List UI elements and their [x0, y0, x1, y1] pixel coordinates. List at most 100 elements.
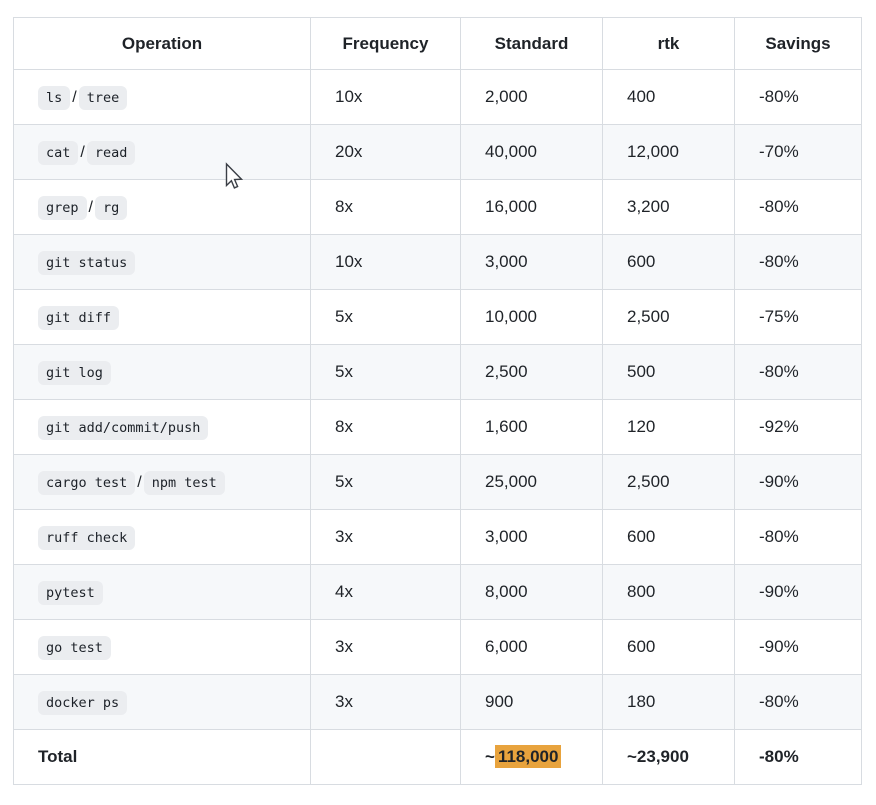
- standard-cell: 40,000: [460, 124, 603, 180]
- operation-cell: cat / read: [13, 124, 311, 180]
- frequency-cell: 8x: [310, 179, 461, 235]
- header-savings: Savings: [734, 17, 862, 70]
- code-chip: git log: [38, 361, 111, 385]
- standard-cell: 25,000: [460, 454, 603, 510]
- frequency-cell: 5x: [310, 454, 461, 510]
- standard-cell: 16,000: [460, 179, 603, 235]
- table-row: docker ps 3x 900 180 -80%: [13, 674, 862, 730]
- standard-cell: 3,000: [460, 509, 603, 565]
- header-rtk: rtk: [602, 17, 735, 70]
- header-standard: Standard: [460, 17, 603, 70]
- operation-cell: cargo test / npm test: [13, 454, 311, 510]
- savings-cell: -80%: [734, 674, 862, 730]
- standard-cell: 900: [460, 674, 603, 730]
- savings-cell: -90%: [734, 564, 862, 620]
- rtk-cell: 500: [602, 344, 735, 400]
- standard-cell: 1,600: [460, 399, 603, 455]
- code-chip: git add/commit/push: [38, 416, 209, 440]
- frequency-cell: 3x: [310, 674, 461, 730]
- code-chip: go test: [38, 636, 111, 660]
- rtk-cell: 600: [602, 509, 735, 565]
- total-rtk-cell: ~23,900: [602, 729, 735, 785]
- table-row: ruff check 3x 3,000 600 -80%: [13, 509, 862, 565]
- frequency-cell: 3x: [310, 509, 461, 565]
- table-header: Operation Frequency Standard rtk Savings: [13, 17, 862, 70]
- chip-separator: /: [72, 89, 77, 106]
- operation-cell: grep / rg: [13, 179, 311, 235]
- savings-cell: -80%: [734, 344, 862, 400]
- total-standard-cell: ~118,000: [460, 729, 603, 785]
- code-chip: git status: [38, 251, 136, 275]
- total-row: Total ~118,000 ~23,900 -80%: [13, 729, 862, 785]
- highlighted-total-standard: 118,000: [494, 745, 562, 768]
- code-chip: rg: [94, 196, 128, 220]
- savings-cell: -80%: [734, 234, 862, 290]
- savings-cell: -90%: [734, 454, 862, 510]
- code-chip: grep: [38, 196, 87, 220]
- savings-cell: -80%: [734, 69, 862, 125]
- code-chip: cargo test: [38, 471, 136, 495]
- total-label: Total: [13, 729, 311, 785]
- operation-cell: go test: [13, 619, 311, 675]
- total-frequency-cell: [310, 729, 461, 785]
- frequency-cell: 4x: [310, 564, 461, 620]
- standard-cell: 8,000: [460, 564, 603, 620]
- table-row: git status 10x 3,000 600 -80%: [13, 234, 862, 290]
- chip-separator: /: [80, 144, 85, 161]
- savings-cell: -90%: [734, 619, 862, 675]
- code-chip: npm test: [143, 471, 225, 495]
- rtk-cell: 180: [602, 674, 735, 730]
- table-row: grep / rg 8x 16,000 3,200 -80%: [13, 179, 862, 235]
- operation-cell: git status: [13, 234, 311, 290]
- header-operation: Operation: [13, 17, 311, 70]
- table-body: ls / tree 10x 2,000 400 -80% cat / read 20x 40,…: [13, 69, 862, 730]
- rtk-cell: 3,200: [602, 179, 735, 235]
- frequency-cell: 20x: [310, 124, 461, 180]
- rtk-cell: 2,500: [602, 454, 735, 510]
- chip-separator: /: [88, 199, 93, 216]
- frequency-cell: 5x: [310, 289, 461, 345]
- table-row: pytest 4x 8,000 800 -90%: [13, 564, 862, 620]
- standard-cell: 3,000: [460, 234, 603, 290]
- standard-cell: 10,000: [460, 289, 603, 345]
- code-chip: docker ps: [38, 691, 128, 715]
- header-frequency: Frequency: [310, 17, 461, 70]
- table-row: cat / read 20x 40,000 12,000 -70%: [13, 124, 862, 180]
- table-row: git log 5x 2,500 500 -80%: [13, 344, 862, 400]
- savings-cell: -80%: [734, 179, 862, 235]
- savings-cell: -70%: [734, 124, 862, 180]
- savings-cell: -92%: [734, 399, 862, 455]
- standard-cell: 2,500: [460, 344, 603, 400]
- rtk-cell: 600: [602, 234, 735, 290]
- operation-cell: pytest: [13, 564, 311, 620]
- code-chip: git diff: [38, 306, 120, 330]
- table-row: git add/commit/push 8x 1,600 120 -92%: [13, 399, 862, 455]
- code-chip: pytest: [38, 581, 103, 605]
- header-row: Operation Frequency Standard rtk Savings: [13, 17, 862, 70]
- rtk-cell: 120: [602, 399, 735, 455]
- savings-cell: -75%: [734, 289, 862, 345]
- table-row: ls / tree 10x 2,000 400 -80%: [13, 69, 862, 125]
- frequency-cell: 10x: [310, 234, 461, 290]
- operation-cell: git add/commit/push: [13, 399, 311, 455]
- token-comparison-table: Operation Frequency Standard rtk Savings…: [13, 17, 862, 785]
- operation-cell: ls / tree: [13, 69, 311, 125]
- code-chip: ruff check: [38, 526, 136, 550]
- table-row: cargo test / npm test 5x 25,000 2,500 -90%: [13, 454, 862, 510]
- code-chip: ls: [38, 86, 71, 110]
- rtk-cell: 2,500: [602, 289, 735, 345]
- code-chip: cat: [38, 141, 79, 165]
- frequency-cell: 8x: [310, 399, 461, 455]
- standard-cell: 2,000: [460, 69, 603, 125]
- table-row: git diff 5x 10,000 2,500 -75%: [13, 289, 862, 345]
- frequency-cell: 5x: [310, 344, 461, 400]
- total-savings-cell: -80%: [734, 729, 862, 785]
- code-chip: read: [86, 141, 136, 165]
- operation-cell: git diff: [13, 289, 311, 345]
- operation-cell: git log: [13, 344, 311, 400]
- rtk-cell: 800: [602, 564, 735, 620]
- operation-cell: ruff check: [13, 509, 311, 565]
- chip-separator: /: [137, 474, 142, 491]
- rtk-cell: 400: [602, 69, 735, 125]
